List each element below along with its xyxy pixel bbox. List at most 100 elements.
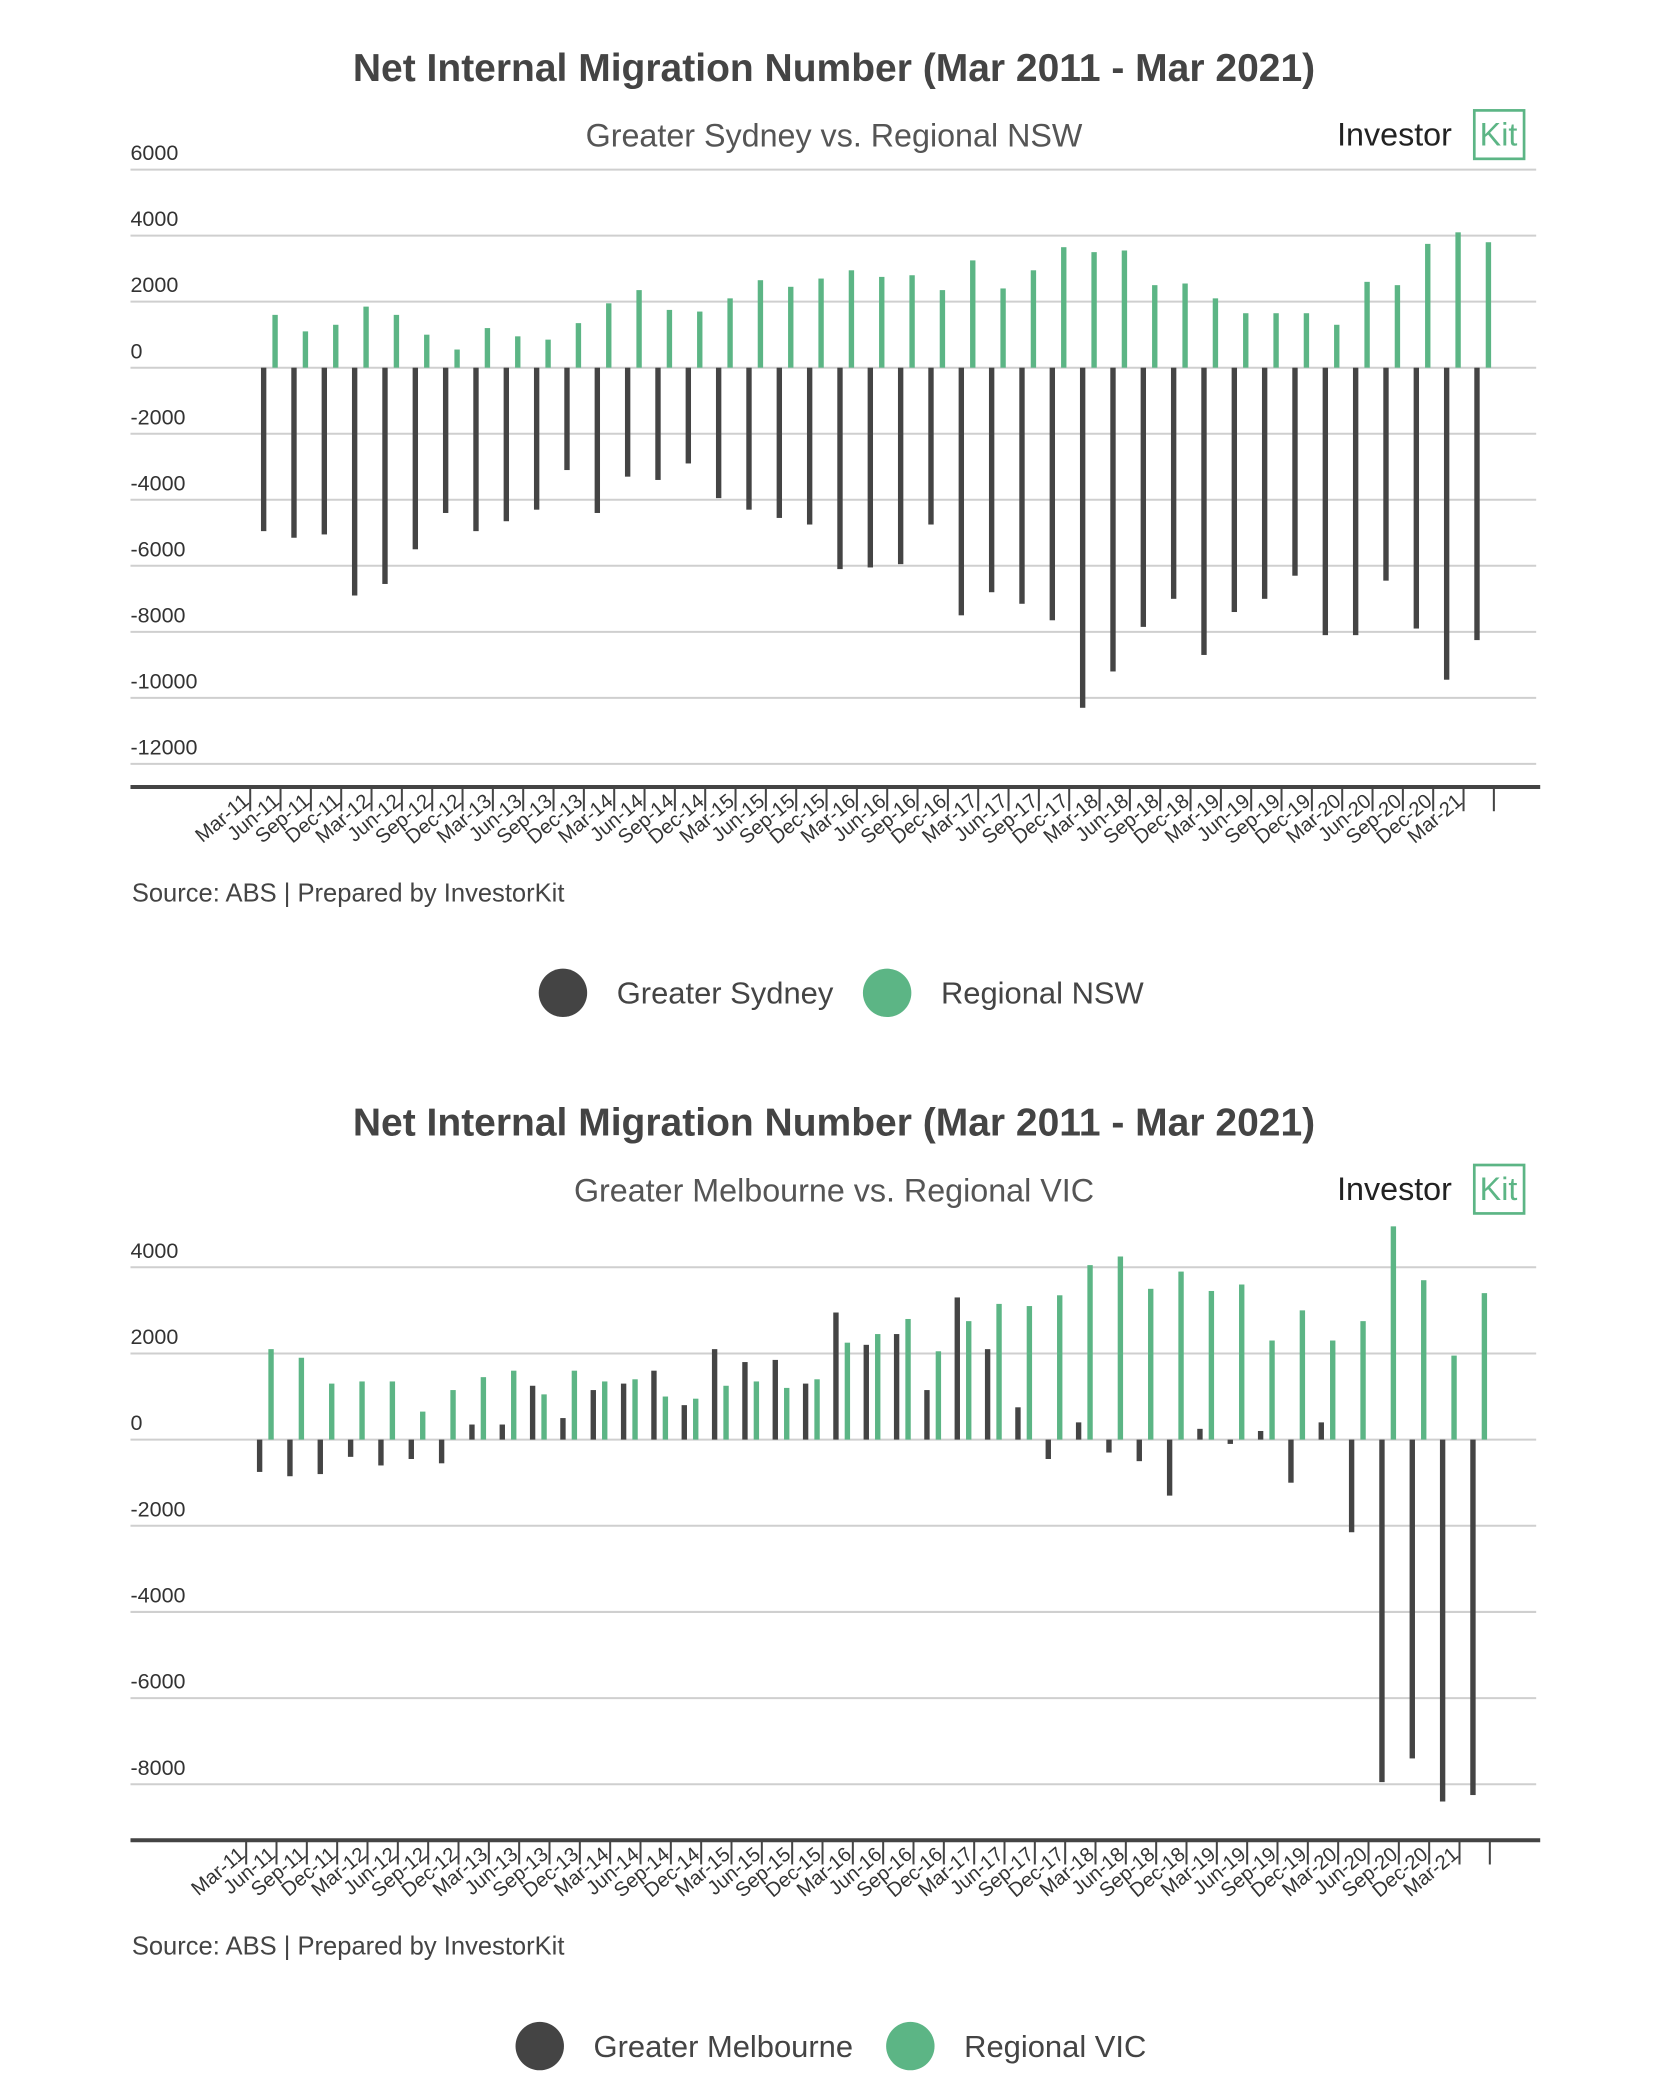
- legend: Greater Melbourne Regional VIC: [515, 2021, 1146, 2071]
- y-tick-label: -8000: [130, 1756, 185, 1780]
- bar: [1049, 367, 1056, 621]
- bar: [1178, 1271, 1184, 1440]
- bar: [1243, 313, 1249, 368]
- bar: [571, 1370, 578, 1440]
- bar: [541, 1394, 547, 1440]
- bar: [772, 1359, 778, 1440]
- bar: [837, 367, 843, 570]
- bar: [1257, 1430, 1264, 1440]
- legend-label: Greater Sydney: [617, 976, 834, 1011]
- bar: [1212, 298, 1219, 368]
- bar: [590, 1390, 596, 1440]
- legend-swatch: [886, 2021, 935, 2071]
- bar: [1352, 367, 1359, 636]
- bar: [560, 1418, 566, 1440]
- bar: [1148, 1288, 1154, 1440]
- bar: [897, 367, 904, 565]
- bar: [624, 367, 631, 477]
- bar: [685, 367, 692, 464]
- bar: [484, 328, 491, 368]
- bar: [480, 1377, 487, 1440]
- bar: [291, 367, 297, 538]
- bar: [1481, 1293, 1488, 1440]
- bar: [1288, 1439, 1294, 1483]
- y-tick-label: -4000: [130, 1584, 185, 1608]
- bar: [1292, 367, 1298, 576]
- bar: [454, 349, 460, 368]
- bar: [636, 290, 642, 368]
- bar: [1136, 1439, 1142, 1462]
- bar: [260, 367, 267, 532]
- logo-text: Investor: [1337, 1171, 1452, 1207]
- y-tick-label: -2000: [130, 405, 185, 429]
- y-tick-label: 0: [130, 339, 142, 363]
- bar: [412, 367, 419, 550]
- bar: [1409, 1439, 1415, 1759]
- bar: [564, 367, 570, 471]
- bar: [533, 367, 540, 510]
- bar: [693, 1398, 699, 1440]
- bar: [1057, 1295, 1063, 1440]
- bar: [1485, 242, 1492, 368]
- y-tick-label: 6000: [130, 141, 178, 165]
- bar: [594, 367, 601, 513]
- bar: [802, 1383, 809, 1440]
- chart-subtitle: Greater Melbourne vs. Regional VIC: [574, 1172, 1094, 1208]
- bar: [1379, 1439, 1385, 1783]
- bar: [317, 1439, 323, 1475]
- y-tick-label: 4000: [130, 207, 178, 231]
- y-tick-label: -6000: [130, 537, 185, 561]
- bar: [1000, 288, 1006, 368]
- bar: [879, 276, 885, 368]
- bar: [966, 1321, 972, 1440]
- bar: [1026, 1306, 1033, 1440]
- legend-label: Regional NSW: [941, 976, 1145, 1011]
- bar: [844, 1342, 851, 1440]
- bar: [784, 1387, 790, 1440]
- bar: [1360, 1321, 1366, 1440]
- bar: [1110, 367, 1116, 672]
- bar: [1091, 252, 1097, 368]
- bar: [727, 298, 733, 368]
- bar: [875, 1334, 881, 1440]
- logo-text: Investor: [1337, 116, 1452, 152]
- bar: [378, 1439, 384, 1466]
- bar: [620, 1383, 627, 1440]
- bar: [988, 367, 995, 593]
- bar: [1425, 243, 1431, 368]
- bar: [1383, 367, 1389, 581]
- bar: [776, 367, 783, 518]
- bar: [697, 311, 703, 368]
- bar: [715, 367, 722, 499]
- bar: [256, 1439, 263, 1472]
- bar: [984, 1349, 991, 1440]
- bar: [363, 306, 369, 368]
- bar: [909, 275, 915, 368]
- bar: [287, 1439, 293, 1477]
- bar: [1201, 367, 1207, 655]
- bar: [575, 323, 582, 368]
- y-tick-label: -8000: [130, 603, 185, 627]
- bar: [742, 1362, 748, 1440]
- y-tick-label: 0: [130, 1411, 142, 1435]
- bar: [711, 1349, 718, 1440]
- y-tick-label: -4000: [130, 471, 185, 495]
- bar: [1061, 247, 1067, 368]
- bar: [1470, 1439, 1476, 1796]
- bar: [1261, 367, 1268, 599]
- legend-swatch: [515, 2021, 564, 2071]
- bar: [746, 367, 752, 510]
- bar: [393, 314, 400, 368]
- bar: [1318, 1422, 1324, 1440]
- bar: [970, 260, 976, 368]
- bar: [863, 1344, 869, 1440]
- legend-label: Regional VIC: [964, 2029, 1146, 2064]
- bar: [424, 334, 430, 368]
- bar: [268, 1349, 274, 1440]
- bar: [1117, 1256, 1124, 1440]
- bar: [499, 1424, 505, 1440]
- bar: [1394, 285, 1401, 368]
- bar: [1348, 1439, 1355, 1533]
- bar: [545, 339, 551, 368]
